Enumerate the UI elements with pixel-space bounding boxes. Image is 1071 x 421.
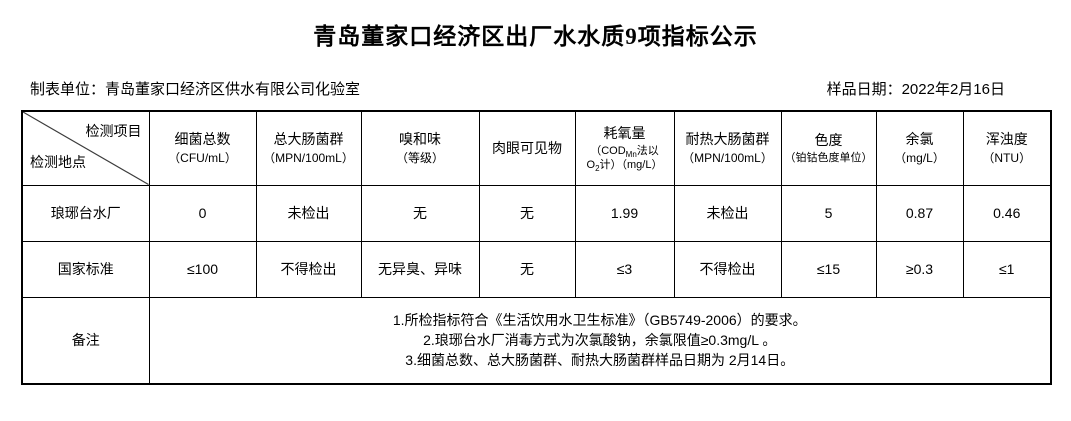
cod-unit-fragment: 计）（mg/L） — [599, 159, 663, 172]
page-title: 青岛董家口经济区出厂水水质9项指标公示 — [313, 24, 758, 49]
data-cell: ≤1 — [962, 240, 1052, 298]
col-header-unit: （mg/L） — [894, 151, 945, 166]
cod-subscript-2: 2 — [595, 164, 600, 174]
data-cell: 无 — [478, 184, 576, 242]
corner-cell: 检测项目 检测地点 — [21, 110, 150, 186]
remarks-content: 1.所检指标符合《生活饮用水卫生标准》（GB5749-2006）的要求。 2.琅… — [148, 296, 1052, 385]
data-cell: 无异臭、异味 — [360, 240, 480, 298]
data-cell: 未检出 — [255, 184, 362, 242]
data-cell: ≤15 — [780, 240, 877, 298]
col-header-visible-matter: 肉眼可见物 — [478, 110, 576, 186]
col-header-name: 总大肠菌群 — [273, 131, 344, 148]
sample-date-label: 样品日期：2022年2月16日 — [826, 81, 1005, 98]
data-cell: 0.87 — [875, 184, 964, 242]
data-cell: 不得检出 — [255, 240, 362, 298]
col-header-unit: （MPN/100mL） — [682, 151, 773, 166]
prepared-by-label: 制表单位：青岛董家口经济区供水有限公司化验室 — [30, 81, 361, 98]
col-header-name: 肉眼可见物 — [492, 140, 562, 157]
corner-site-label: 检测地点 — [30, 153, 86, 170]
data-cell: 无 — [478, 240, 576, 298]
col-header-unit: （MPN/100mL） — [263, 151, 354, 166]
col-header-unit: （CODMn法以 O2计）（mg/L） — [578, 144, 672, 174]
col-header-name: 浑浊度 — [985, 131, 1028, 148]
remarks-label: 备注 — [21, 296, 150, 385]
col-header-color: 色度 （铂钴色度单位） — [780, 110, 877, 186]
col-header-bacteria-count: 细菌总数 （CFU/mL） — [148, 110, 257, 186]
data-cell: ≥0.3 — [875, 240, 964, 298]
col-header-turbidity: 浑浊度 （NTU） — [962, 110, 1052, 186]
col-header-name: 细菌总数 — [174, 131, 231, 148]
table-row-langyatai-plant: 琅琊台水厂 0 未检出 无 无 1.99 未检出 5 0.87 0.46 — [21, 184, 1052, 242]
col-header-name: 耐热大肠菌群 — [685, 131, 770, 148]
col-header-total-coliform: 总大肠菌群 （MPN/100mL） — [255, 110, 362, 186]
data-cell: 1.99 — [574, 184, 675, 242]
data-cell: 无 — [360, 184, 480, 242]
col-header-name: 耗氧量 — [603, 125, 646, 142]
table-header-row: 检测项目 检测地点 细菌总数 （CFU/mL） 总大肠菌群 （MPN/100mL… — [21, 110, 1052, 186]
row-site-label: 琅琊台水厂 — [21, 184, 150, 242]
data-cell: ≤100 — [148, 240, 257, 298]
data-cell: 不得检出 — [673, 240, 782, 298]
corner-item-label: 检测项目 — [85, 123, 142, 139]
data-cell: ≤3 — [574, 240, 675, 298]
table-row-national-standard: 国家标准 ≤100 不得检出 无异臭、异味 无 ≤3 不得检出 ≤15 ≥0.3… — [21, 240, 1052, 298]
data-cell: 未检出 — [673, 184, 782, 242]
col-header-name: 余氯 — [905, 131, 934, 148]
col-header-oxygen-consumption: 耗氧量 （CODMn法以 O2计）（mg/L） — [574, 110, 675, 186]
water-quality-table: 检测项目 检测地点 细菌总数 （CFU/mL） 总大肠菌群 （MPN/100mL… — [21, 110, 1052, 385]
row-site-label: 国家标准 — [21, 240, 150, 298]
col-header-unit: （NTU） — [982, 151, 1032, 166]
col-header-name: 色度 — [814, 132, 843, 149]
data-cell: 5 — [780, 184, 877, 242]
remark-line: 1.所检指标符合《生活饮用水卫生标准》（GB5749-2006）的要求。 — [392, 312, 807, 329]
page: 青岛董家口经济区出厂水水质9项指标公示 制表单位：青岛董家口经济区供水有限公司化… — [0, 22, 1071, 421]
col-header-odor-taste: 嗅和味 （等级） — [360, 110, 480, 186]
col-header-unit: （CFU/mL） — [168, 151, 237, 166]
col-header-residual-chlorine: 余氯 （mg/L） — [875, 110, 964, 186]
col-header-unit: （铂钴色度单位） — [784, 152, 873, 165]
info-row: 制表单位：青岛董家口经济区供水有限公司化验室 样品日期：2022年2月16日 — [0, 81, 1071, 99]
table-row-remarks: 备注 1.所检指标符合《生活饮用水卫生标准》（GB5749-2006）的要求。 … — [21, 296, 1052, 385]
cod-unit-fragment: O — [586, 159, 596, 172]
cod-unit-fragment: 法以 — [636, 145, 659, 158]
data-cell: 0.46 — [962, 184, 1052, 242]
data-cell: 0 — [148, 184, 257, 242]
col-header-thermotolerant-coliform: 耐热大肠菌群 （MPN/100mL） — [673, 110, 782, 186]
cod-subscript-mn: Mn — [625, 150, 637, 160]
col-header-unit: （等级） — [395, 151, 444, 166]
remark-line: 3.细菌总数、总大肠菌群、耐热大肠菌群样品日期为 2月14日。 — [405, 352, 795, 369]
remark-line: 2.琅琊台水厂消毒方式为次氯酸钠，余氯限值≥0.3mg/L 。 — [423, 332, 777, 349]
col-header-name: 嗅和味 — [399, 131, 441, 148]
diagonal-divider — [23, 112, 148, 184]
cod-unit-fragment: （COD — [590, 145, 626, 158]
